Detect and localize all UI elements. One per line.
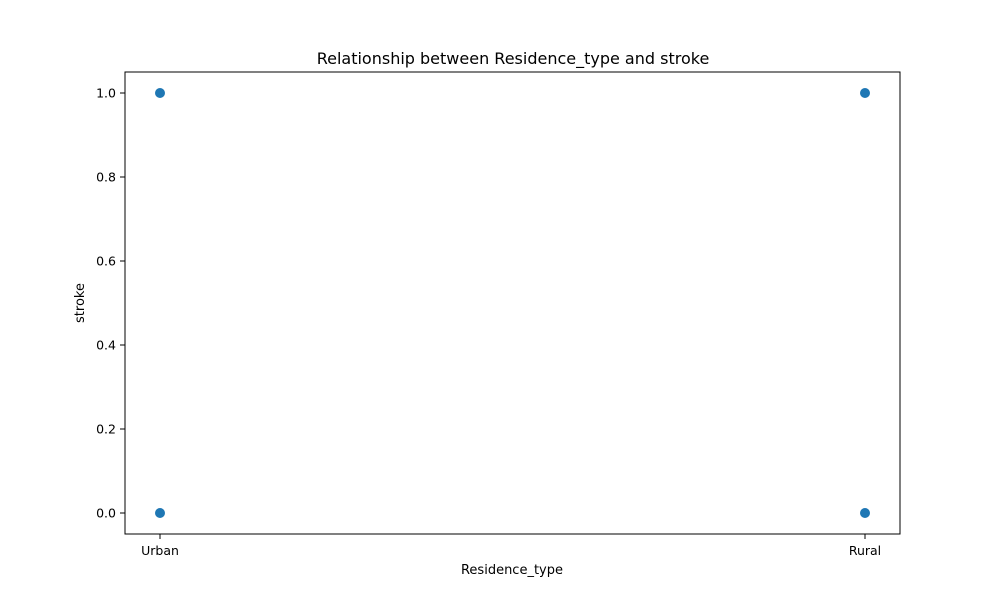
x-tick-label: Rural bbox=[849, 543, 881, 558]
y-tick-label: 0.8 bbox=[96, 170, 116, 185]
x-axis: Urban Rural bbox=[141, 534, 881, 558]
y-tick-label: 1.0 bbox=[96, 86, 116, 101]
plot-area bbox=[124, 71, 901, 535]
y-tick-label: 0.4 bbox=[96, 338, 116, 353]
data-point bbox=[860, 88, 870, 98]
data-points bbox=[155, 88, 870, 518]
x-axis-label: Residence_type bbox=[461, 563, 563, 578]
y-tick-label: 0.6 bbox=[96, 254, 116, 269]
chart-title: Relationship between Residence_type and … bbox=[317, 49, 710, 69]
x-tick-label: Urban bbox=[141, 543, 179, 558]
y-axis-label: stroke bbox=[73, 283, 88, 323]
data-point bbox=[155, 88, 165, 98]
y-tick-label: 0.0 bbox=[96, 506, 116, 521]
data-point bbox=[860, 508, 870, 518]
data-point bbox=[155, 508, 165, 518]
y-axis: 0.0 0.2 0.4 0.6 0.8 1.0 bbox=[96, 86, 125, 521]
y-tick-label: 0.2 bbox=[96, 422, 116, 437]
